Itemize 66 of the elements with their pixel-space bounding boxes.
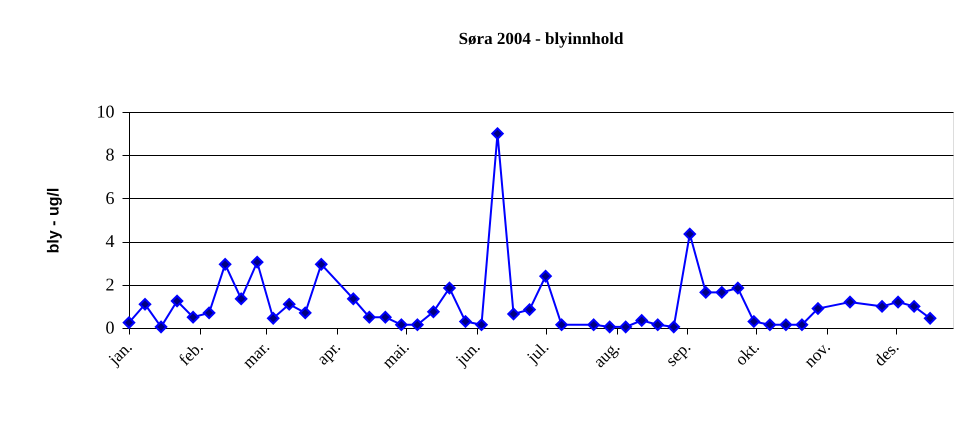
- y-tick-label: 10: [96, 102, 114, 122]
- point: [924, 312, 936, 325]
- x-tick-label: mai.: [378, 337, 413, 372]
- point: [411, 318, 424, 332]
- point: [555, 318, 568, 332]
- x-tick-label: apr.: [313, 337, 344, 369]
- point: [138, 298, 152, 310]
- point: [684, 228, 696, 240]
- x-tick-label: feb.: [175, 337, 207, 370]
- point: [379, 310, 392, 324]
- point: [202, 306, 216, 320]
- point: [635, 314, 648, 327]
- point: [700, 286, 712, 299]
- point: [764, 318, 776, 332]
- x-tick-label: nov.: [800, 337, 834, 372]
- point: [395, 318, 408, 332]
- y-axis-title: bly - ug/l: [46, 188, 62, 254]
- point: [475, 318, 488, 332]
- point: [170, 294, 184, 308]
- point: [780, 318, 792, 332]
- point: [363, 310, 376, 324]
- x-tick-label: mar.: [238, 337, 274, 372]
- x-tick-label: aug.: [590, 337, 624, 372]
- x-tick-label: okt.: [731, 337, 764, 370]
- y-tick-label: 6: [106, 188, 114, 208]
- point: [876, 300, 888, 313]
- point: [732, 282, 744, 294]
- x-tick-label: des.: [870, 337, 903, 370]
- point: [587, 318, 600, 332]
- point: [619, 320, 632, 334]
- point: [796, 318, 808, 332]
- point: [651, 318, 664, 332]
- point: [347, 292, 360, 306]
- point: [892, 296, 904, 308]
- point: [523, 303, 536, 316]
- y-tick-label: 8: [106, 144, 114, 165]
- point: [668, 320, 680, 334]
- point: [491, 127, 504, 140]
- point: [154, 320, 168, 334]
- point: [539, 270, 552, 282]
- point: [186, 310, 200, 324]
- x-tick-label: jul.: [522, 337, 552, 368]
- point: [299, 306, 312, 320]
- point: [748, 315, 760, 328]
- x-tick-label: jun.: [451, 337, 484, 370]
- y-tick-label: 0: [106, 318, 114, 338]
- y-tick-label: 2: [106, 274, 114, 294]
- point: [716, 286, 728, 299]
- chart-title: Søra 2004 - blyinnhold: [458, 29, 624, 48]
- point: [315, 258, 328, 271]
- point: [282, 298, 296, 310]
- x-tick-label: jan.: [104, 337, 136, 370]
- point: [603, 320, 616, 334]
- x-tick-label: sep.: [662, 337, 694, 370]
- point: [507, 308, 520, 320]
- point: [427, 306, 440, 318]
- point: [812, 302, 824, 315]
- point: [250, 256, 264, 268]
- point: [443, 282, 456, 294]
- point: [266, 312, 280, 325]
- point: [218, 258, 232, 271]
- point: [234, 292, 248, 306]
- point: [908, 300, 920, 313]
- y-tick-label: 4: [106, 231, 114, 252]
- point: [844, 296, 856, 308]
- point: [459, 315, 472, 328]
